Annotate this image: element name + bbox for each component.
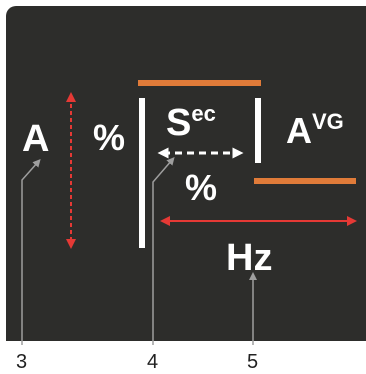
orange-bar-top — [138, 80, 261, 86]
sec-base: S — [166, 102, 192, 144]
callout-leader-3 — [21, 159, 41, 345]
sec-label: Sec — [166, 101, 216, 144]
callout-number-3: 3 — [16, 351, 28, 373]
percent-left-label: % — [93, 117, 126, 158]
callout-number-4: 4 — [147, 351, 159, 373]
callout-number-5: 5 — [247, 351, 259, 373]
percent-center-label: % — [185, 167, 218, 208]
avg-label: AVG — [286, 111, 344, 149]
avg-base: A — [286, 110, 312, 151]
avg-superscript: VG — [312, 109, 344, 134]
callout-leader-4 — [152, 156, 175, 345]
sec-superscript: ec — [191, 101, 216, 126]
hertz-label: Hz — [226, 237, 273, 279]
amplitude-label: A — [22, 118, 50, 160]
white-bar-right — [255, 98, 261, 163]
white-bar-left — [139, 98, 145, 248]
orange-bar-right — [254, 178, 356, 184]
